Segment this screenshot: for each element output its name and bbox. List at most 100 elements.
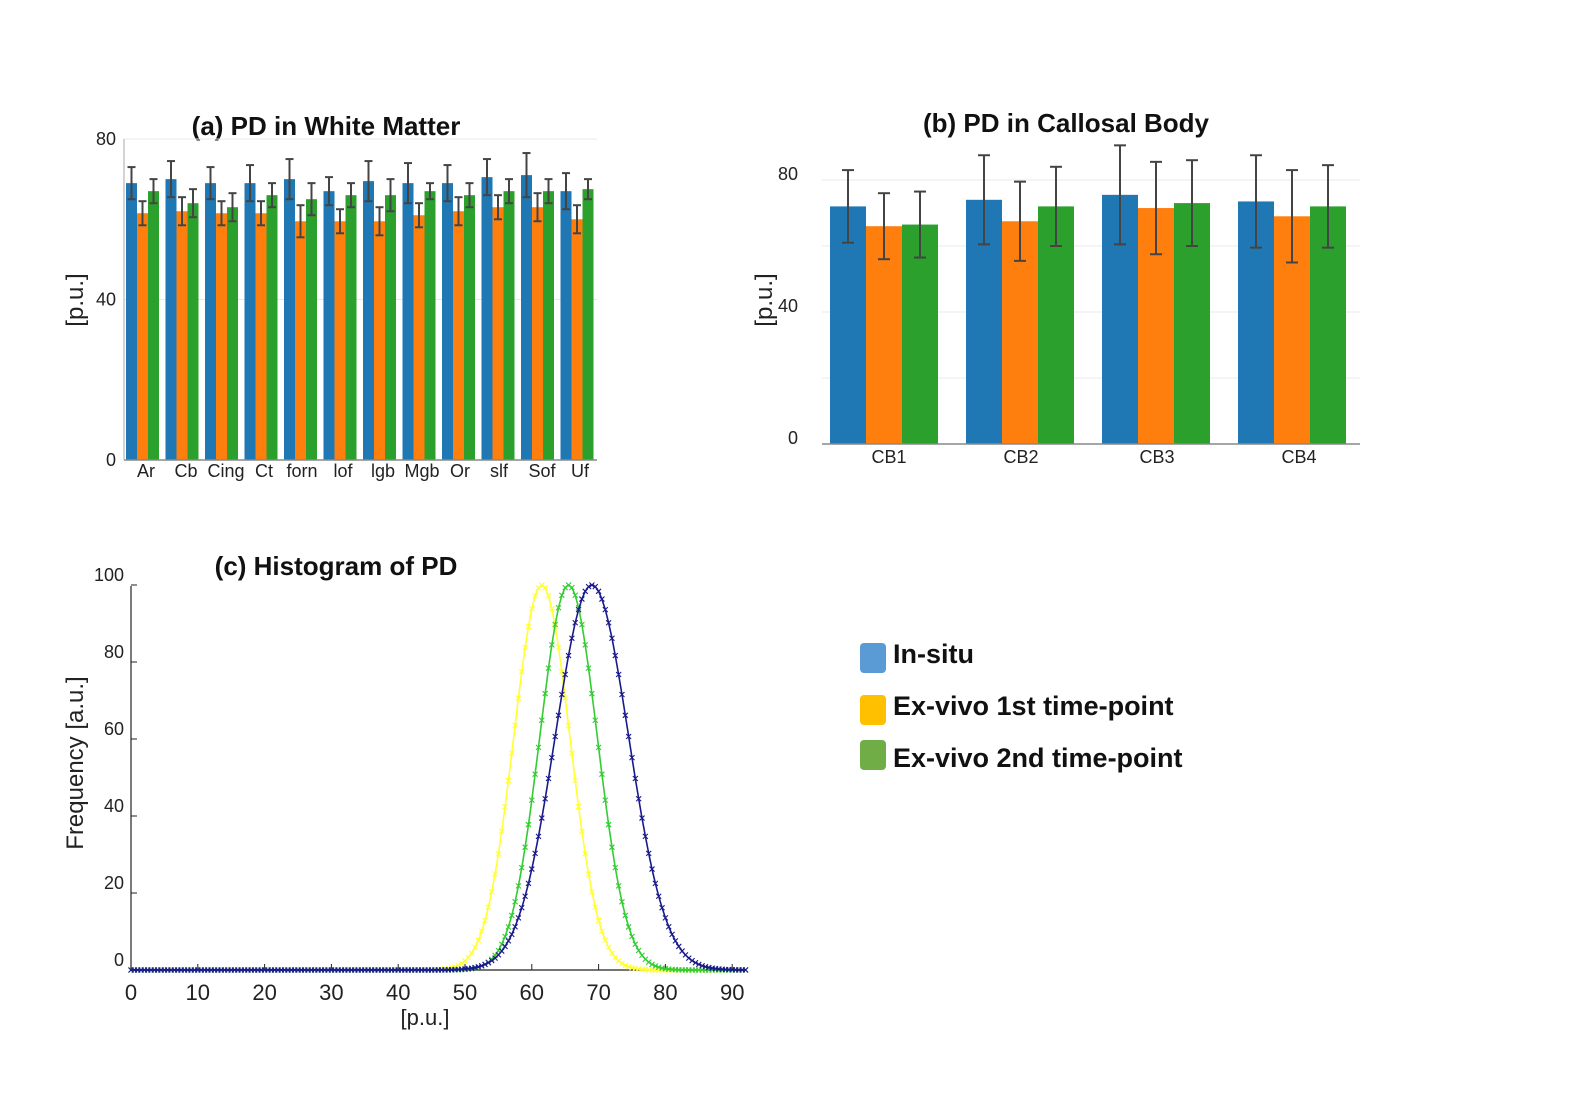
histogram-marker xyxy=(502,943,508,950)
histogram-marker xyxy=(689,957,696,964)
y-tick-label: 40 xyxy=(104,796,124,816)
histogram-marker xyxy=(612,864,619,871)
legend-label-ex-vivo-2: Ex-vivo 2nd time-point xyxy=(893,743,1183,773)
histogram-marker xyxy=(585,583,592,590)
histogram-marker xyxy=(508,912,515,919)
histogram-marker xyxy=(565,722,572,729)
histogram-marker xyxy=(592,717,599,724)
histogram-marker xyxy=(602,606,609,613)
bar-ex-vivo-1 xyxy=(492,207,504,460)
histogram-marker xyxy=(535,744,542,751)
histogram-marker xyxy=(548,641,555,648)
histogram-marker xyxy=(639,815,645,821)
bar-ex-vivo-2 xyxy=(187,203,199,460)
histogram-marker xyxy=(508,750,515,757)
histogram-marker xyxy=(508,931,515,938)
histogram-marker xyxy=(485,904,492,911)
legend-swatch-ex-vivo-1 xyxy=(860,695,886,725)
histogram-marker xyxy=(622,962,629,969)
histogram-marker xyxy=(472,964,478,971)
x-tick-label: CB2 xyxy=(1003,447,1038,467)
histogram-marker xyxy=(465,954,472,961)
legend-swatch-in-situ xyxy=(860,643,886,673)
x-tick-label: 20 xyxy=(252,980,276,1005)
panel-c-histogram-chart: (c) Histogram of PD Frequency [a.u.] [p.… xyxy=(62,551,749,1030)
x-tick-label: Cb xyxy=(174,461,197,481)
bar-ex-vivo-1 xyxy=(866,226,902,444)
histogram-curve-ex-vivo-2nd-time-point xyxy=(131,583,746,971)
histogram-marker xyxy=(625,924,632,930)
bar-ex-vivo-1 xyxy=(176,211,188,460)
chart-b-title: (b) PD in Callosal Body xyxy=(923,108,1210,138)
x-tick-label: 90 xyxy=(720,980,744,1005)
y-tick-label: 0 xyxy=(114,950,124,970)
histogram-marker xyxy=(615,882,622,889)
histogram-marker xyxy=(669,931,675,938)
histogram-marker xyxy=(488,888,495,895)
histogram-marker xyxy=(665,923,672,930)
histogram-marker xyxy=(622,712,629,719)
bar-ex-vivo-2 xyxy=(148,191,159,460)
histogram-marker xyxy=(552,621,559,628)
histogram-marker xyxy=(515,915,522,921)
histogram-marker xyxy=(672,938,679,944)
histogram-marker xyxy=(675,943,682,950)
bar-in-situ xyxy=(323,191,335,460)
bar-ex-vivo-1 xyxy=(453,211,464,460)
histogram-marker xyxy=(695,961,702,968)
y-tick-label: 40 xyxy=(96,290,116,310)
histogram-marker xyxy=(512,722,518,729)
histogram-marker xyxy=(579,828,585,835)
histogram-marker xyxy=(612,652,619,659)
x-tick-label: forn xyxy=(286,461,317,481)
histogram-marker xyxy=(512,898,518,905)
histogram-marker xyxy=(535,833,542,840)
bar-ex-vivo-1 xyxy=(413,215,425,460)
histogram-marker xyxy=(599,928,605,935)
x-tick-label: CB3 xyxy=(1139,447,1174,467)
histogram-marker xyxy=(629,754,635,761)
histogram-marker xyxy=(468,950,475,956)
histogram-marker xyxy=(589,690,595,697)
legend-label-ex-vivo-1: Ex-vivo 1st time-point xyxy=(893,691,1174,721)
y-tick-label: 20 xyxy=(104,873,124,893)
histogram-marker xyxy=(538,815,545,821)
histogram-marker xyxy=(472,944,478,951)
bar-in-situ xyxy=(830,206,866,444)
y-tick-label: 40 xyxy=(778,296,798,316)
histogram-marker xyxy=(585,871,592,877)
histogram-markers-ex-vivo-1st-time-point xyxy=(128,582,749,973)
histogram-marker xyxy=(615,671,622,678)
histogram-marker xyxy=(629,933,635,940)
histogram-marker xyxy=(582,641,589,648)
chart-a-title: (a) PD in White Matter xyxy=(192,111,461,141)
histogram-marker xyxy=(498,948,505,954)
histogram-marker xyxy=(632,775,639,782)
histogram-marker xyxy=(609,635,615,642)
histogram-marker xyxy=(562,671,569,678)
legend-label-in-situ: In-situ xyxy=(893,639,974,669)
legend-swatch-ex-vivo-2 xyxy=(860,740,886,770)
bar-in-situ xyxy=(284,179,295,460)
histogram-marker xyxy=(548,605,555,612)
histogram-marker xyxy=(532,850,539,857)
histogram-marker xyxy=(545,592,552,599)
histogram-marker xyxy=(565,652,572,659)
histogram-marker xyxy=(605,821,612,828)
histogram-marker xyxy=(619,898,625,905)
bar-ex-vivo-2 xyxy=(345,195,357,461)
x-tick-label: Cing xyxy=(207,461,244,481)
histogram-marker xyxy=(742,967,749,973)
histogram-markers-in-situ xyxy=(128,582,749,973)
x-tick-label: slf xyxy=(490,461,509,481)
histogram-marker xyxy=(502,803,508,810)
histogram-marker xyxy=(502,933,508,940)
histogram-marker xyxy=(595,917,602,924)
y-tick-label: 100 xyxy=(94,565,124,585)
histogram-marker xyxy=(599,596,605,602)
histogram-marker xyxy=(482,917,488,924)
histogram-marker xyxy=(609,950,615,956)
histogram-marker xyxy=(595,588,602,595)
histogram-marker xyxy=(548,754,555,761)
bar-in-situ xyxy=(560,191,572,460)
